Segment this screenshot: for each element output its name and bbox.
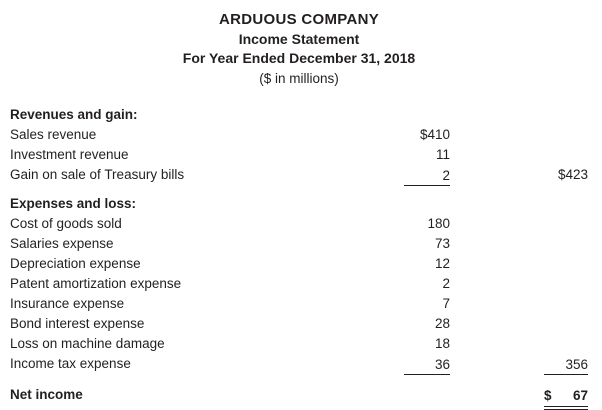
row-label: Bond interest expense xyxy=(10,315,145,331)
amount-col1-value: 18 xyxy=(434,335,450,351)
statement-row: Bond interest expense 28 xyxy=(10,313,588,333)
amount-col1-value: 7 xyxy=(442,295,450,311)
row-amount-col1: $410 xyxy=(390,127,450,142)
amount-col2-value: 356 xyxy=(544,357,588,375)
statement-row: Investment revenue 11 xyxy=(10,144,588,164)
net-income-amount: $ 67 xyxy=(450,388,588,410)
row-amount-col1: 2 xyxy=(390,276,450,291)
amount-col1-value: 36 xyxy=(404,357,450,375)
row-amount-col1: 12 xyxy=(390,256,450,271)
net-income-number: 67 xyxy=(572,388,588,403)
row-label: Salaries expense xyxy=(10,235,114,251)
amount-col1-value: 12 xyxy=(434,255,450,271)
row-amount-col1: 11 xyxy=(390,147,450,162)
row-amount-col1: 28 xyxy=(390,316,450,331)
section-title: Revenues and gain: xyxy=(10,106,138,122)
amount-col1-value: 2 xyxy=(442,275,450,291)
amount-col1-value: 28 xyxy=(434,315,450,331)
section-title: Expenses and loss: xyxy=(10,195,137,211)
statement-row: Insurance expense 7 xyxy=(10,293,588,313)
amount-col1-value: 2 xyxy=(404,168,450,186)
amount-col1-value: 73 xyxy=(434,235,450,251)
statement-row: Sales revenue $410 xyxy=(10,124,588,144)
statement-row: Patent amortization expense 2 xyxy=(10,273,588,293)
net-income-row: Net income $ 67 xyxy=(10,384,588,410)
net-income-value: $ 67 xyxy=(544,388,588,410)
row-amount-col2: 356 xyxy=(450,357,588,375)
statement-row: Loss on machine damage 18 xyxy=(10,333,588,353)
statement-units: ($ in millions) xyxy=(259,70,339,86)
statement-rows: Revenues and gain: Sales revenue $410 In… xyxy=(10,104,588,375)
row-label: Sales revenue xyxy=(10,126,97,142)
row-amount-col1: 180 xyxy=(390,216,450,231)
row-amount-col1: 73 xyxy=(390,236,450,251)
amount-col2-value: $423 xyxy=(557,166,588,182)
row-amount-col1: 2 xyxy=(390,168,450,186)
row-label: Gain on sale of Treasury bills xyxy=(10,166,185,182)
amount-col1-value: 180 xyxy=(427,215,450,231)
row-label: Insurance expense xyxy=(10,295,125,311)
row-label: Patent amortization expense xyxy=(10,275,182,291)
statement-header: ARDUOUS COMPANY Income Statement For Yea… xyxy=(10,8,588,88)
amount-col1-value: 11 xyxy=(435,146,450,162)
statement-row: Cost of goods sold 180 xyxy=(10,213,588,233)
statement-row: Income tax expense 36 356 xyxy=(10,353,588,375)
amount-col1-value: $410 xyxy=(419,126,450,142)
statement-row: Gain on sale of Treasury bills 2 $423 xyxy=(10,164,588,186)
statement-period: For Year Ended December 31, 2018 xyxy=(182,50,416,66)
row-label: Investment revenue xyxy=(10,146,129,162)
row-label: Depreciation expense xyxy=(10,255,141,271)
statement-row: Salaries expense 73 xyxy=(10,233,588,253)
net-income-label: Net income xyxy=(10,386,83,402)
statement-title: Income Statement xyxy=(238,30,360,47)
company-name: ARDUOUS COMPANY xyxy=(218,11,380,28)
statement-row: Depreciation expense 12 xyxy=(10,253,588,273)
row-amount-col1: 18 xyxy=(390,336,450,351)
row-amount-col2: $423 xyxy=(450,167,588,182)
row-label: Income tax expense xyxy=(10,355,131,371)
row-label: Cost of goods sold xyxy=(10,215,122,231)
row-label: Loss on machine damage xyxy=(10,335,165,351)
row-amount-col1: 36 xyxy=(390,357,450,375)
currency-symbol: $ xyxy=(544,388,552,403)
row-amount-col1: 7 xyxy=(390,296,450,311)
